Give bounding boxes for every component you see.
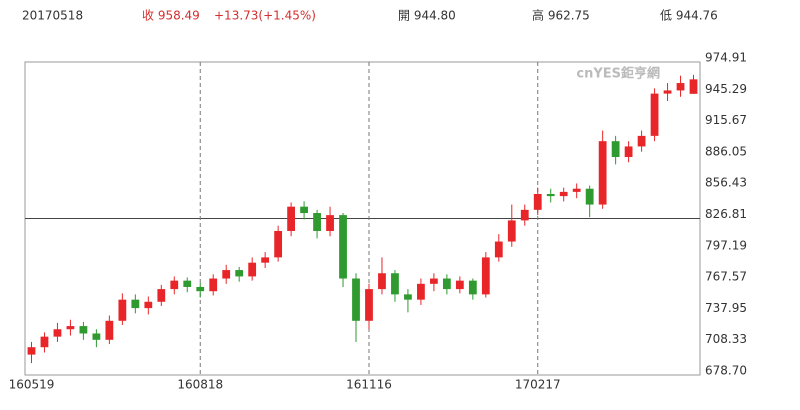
- candle-body: [468, 280, 477, 295]
- candle-body: [676, 83, 685, 91]
- y-tick-label: 856.43: [705, 176, 747, 190]
- candle-body: [378, 273, 386, 290]
- candle-body: [689, 79, 698, 94]
- candle-body: [430, 278, 438, 284]
- candle-body: [118, 299, 127, 321]
- candle-body: [442, 278, 451, 290]
- quote-low: 低 944.76: [660, 9, 718, 23]
- candle-body: [248, 262, 257, 277]
- candle-body: [663, 90, 672, 94]
- watermark: cnYES鉅亨網: [576, 66, 660, 82]
- candle-body: [287, 206, 295, 231]
- candle-body: [572, 188, 581, 192]
- candle-body: [326, 215, 334, 231]
- candle-body: [559, 191, 568, 197]
- candle-body: [157, 289, 166, 302]
- candle-body: [144, 301, 153, 309]
- candle-body: [261, 257, 270, 263]
- y-tick-label: 767.57: [705, 270, 747, 284]
- candle-body: [365, 289, 373, 321]
- candle-body: [300, 206, 308, 214]
- candle-body: [170, 280, 179, 290]
- y-tick-label: 945.29: [705, 82, 747, 96]
- y-tick-label: 797.19: [705, 238, 747, 252]
- candle-body: [40, 336, 49, 348]
- candle-body: [183, 280, 192, 287]
- candle-body: [27, 347, 36, 355]
- candle-body: [585, 188, 594, 205]
- candle-body: [598, 141, 607, 205]
- candle-body: [494, 241, 503, 258]
- candle-body: [92, 333, 101, 340]
- x-tick-label: 160519: [9, 378, 55, 392]
- candle-body: [196, 286, 205, 292]
- y-tick-label: 974.91: [705, 51, 747, 65]
- y-tick-label: 678.70: [705, 364, 747, 378]
- quote-open: 開 944.80: [398, 9, 456, 23]
- y-tick-label: 886.05: [705, 144, 747, 158]
- candle-body: [79, 326, 88, 334]
- candle-body: [391, 273, 399, 295]
- y-tick-label: 737.95: [705, 301, 747, 315]
- x-tick-label: 161116: [346, 378, 392, 392]
- candle-body: [131, 299, 140, 309]
- candle-body: [481, 257, 490, 295]
- quote-date: 20170518: [22, 9, 83, 23]
- candle-body: [274, 230, 283, 258]
- x-tick-label: 160818: [177, 378, 223, 392]
- y-tick-label: 915.67: [705, 113, 747, 127]
- candle-body: [209, 278, 218, 292]
- quote-close: 收 958.49: [142, 9, 200, 23]
- candle-body: [611, 141, 620, 158]
- quote-high: 高 962.75: [532, 8, 590, 23]
- candle-body: [650, 93, 659, 136]
- candle-body: [66, 326, 75, 330]
- candle-body: [404, 294, 412, 300]
- candle-body: [313, 213, 321, 231]
- candle-body: [520, 209, 529, 221]
- candle-body: [455, 280, 464, 290]
- candle-body: [637, 135, 646, 147]
- quote-change: +13.73(+1.45%): [214, 9, 316, 23]
- candle-body: [105, 320, 114, 340]
- candle-body: [533, 193, 542, 210]
- candle-body: [507, 220, 516, 242]
- candle-body: [339, 215, 347, 279]
- candle-body: [235, 270, 244, 277]
- candle-body: [53, 329, 62, 337]
- candle-body: [417, 283, 425, 300]
- candle-body: [352, 278, 360, 321]
- candle-body: [546, 193, 555, 197]
- y-tick-label: 826.81: [705, 207, 747, 221]
- x-tick-label: 170217: [515, 378, 561, 392]
- candle-body: [222, 270, 231, 279]
- y-tick-label: 708.33: [705, 332, 747, 346]
- candle-body: [624, 146, 633, 158]
